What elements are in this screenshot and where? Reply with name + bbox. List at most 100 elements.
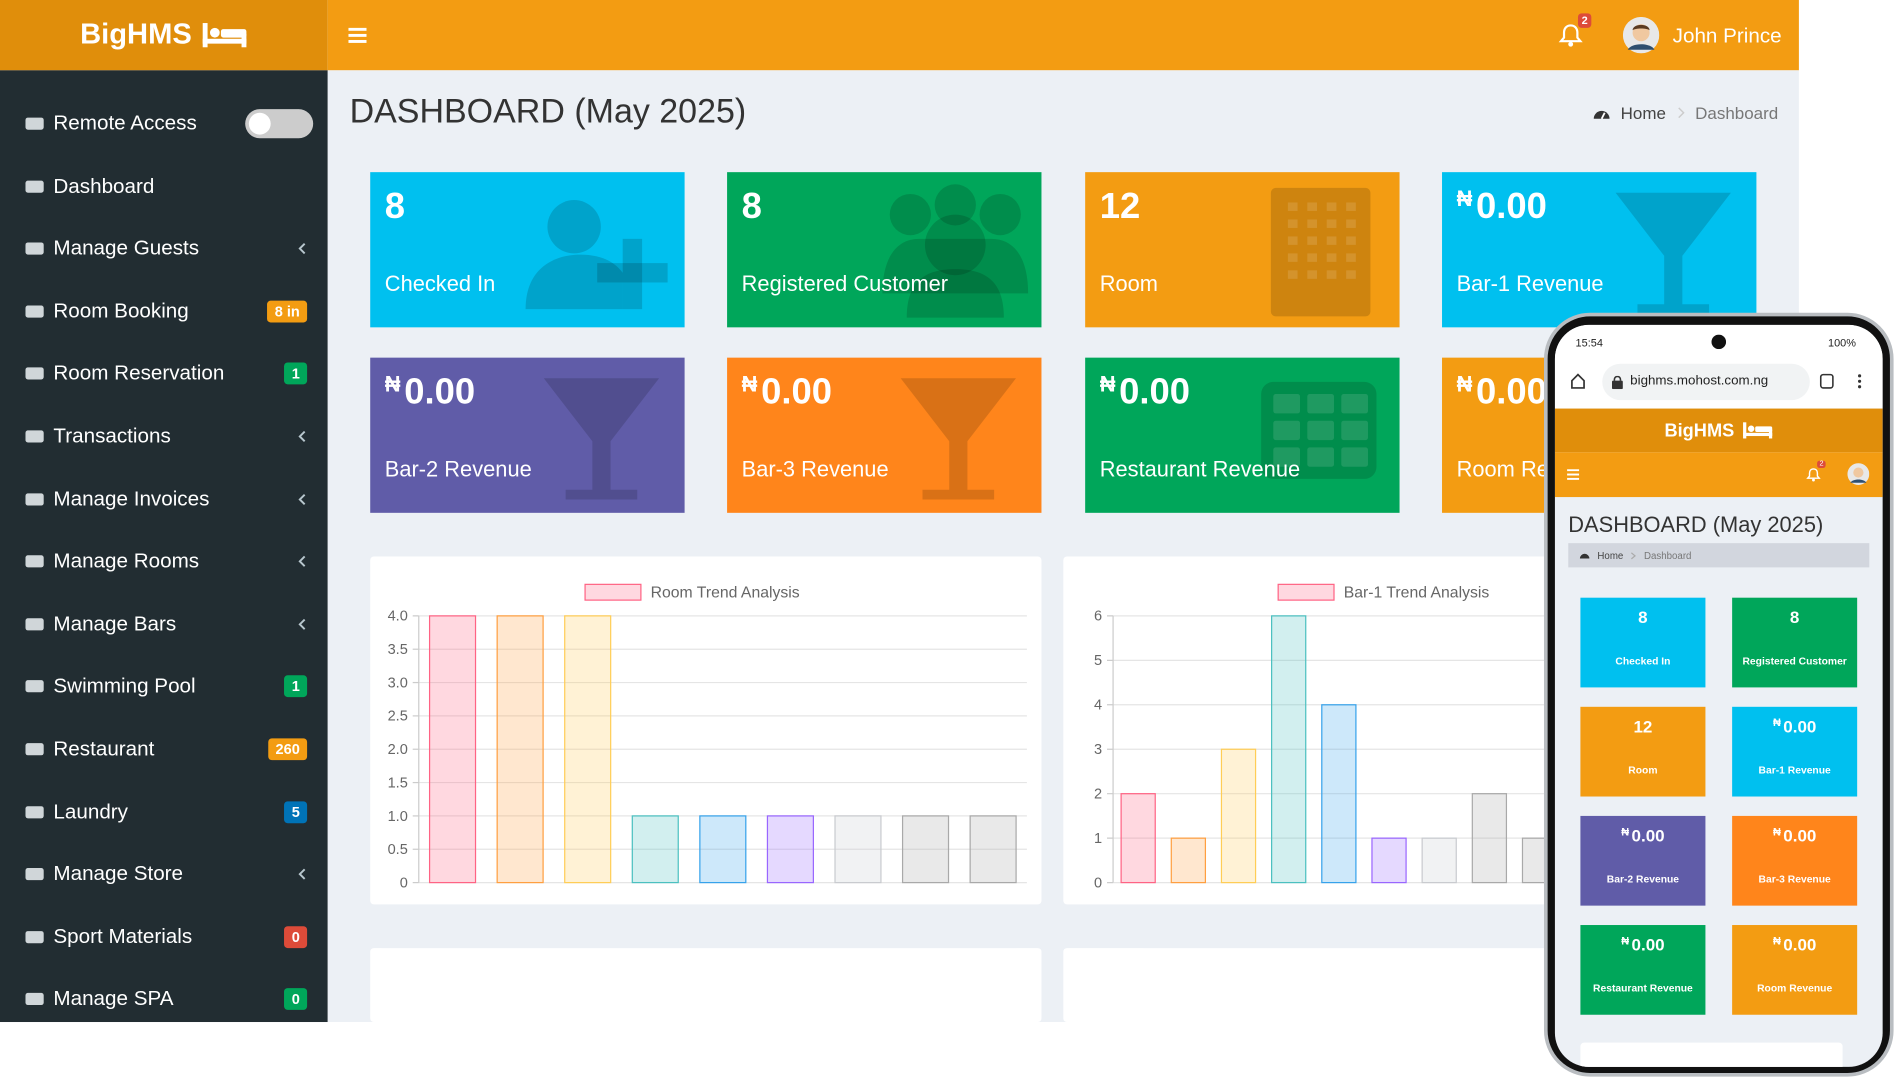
- info-box[interactable]: ₦ 0.00 Restaurant Revenue: [1580, 925, 1706, 1015]
- bar: [901, 815, 950, 884]
- sidebar-item[interactable]: Manage Bars: [24, 593, 307, 656]
- info-box-icon: [1270, 187, 1371, 317]
- sidebar-item[interactable]: Swimming Pool 1: [24, 655, 308, 718]
- info-box-label: Bar-2 Revenue: [384, 457, 532, 482]
- info-box[interactable]: 8 Registered Customer: [727, 172, 1042, 328]
- notification-bell[interactable]: [1558, 22, 1583, 49]
- info-box[interactable]: ₦ 0.00 Restaurant Revenue: [1085, 357, 1400, 513]
- icon-cell: [1307, 420, 1334, 441]
- more-button[interactable]: [1857, 373, 1862, 389]
- sidebar-item[interactable]: Room Booking 8 in: [24, 280, 308, 343]
- icon-shape: [1615, 192, 1731, 315]
- sidebar-item[interactable]: Sport Materials 0: [24, 905, 308, 968]
- value-number: 12: [1099, 186, 1141, 227]
- icon-cell: [1273, 394, 1301, 414]
- menu-icon: [25, 117, 44, 130]
- sidebar-item[interactable]: Manage Invoices: [24, 467, 307, 530]
- icon-window: [1287, 236, 1298, 245]
- y-tick-label: 3.5: [388, 642, 408, 658]
- icon-shape: [25, 680, 44, 693]
- user-name[interactable]: John Prince: [1672, 24, 1782, 48]
- icon-window: [1287, 202, 1298, 211]
- info-box-value: ₦ 0.00: [1100, 372, 1190, 413]
- bar: [1271, 615, 1307, 884]
- submenu-chevron: [298, 618, 306, 630]
- brand-logo[interactable]: BigHMS: [0, 0, 328, 71]
- submenu-chevron: [298, 556, 306, 568]
- tabs-button[interactable]: [1819, 373, 1835, 389]
- info-box[interactable]: 8 Checked In: [370, 172, 685, 328]
- user-avatar[interactable]: [1622, 16, 1660, 54]
- y-tick-label: 4: [1094, 698, 1102, 714]
- sidebar-item[interactable]: Remote Access: [24, 92, 314, 155]
- sidebar-item[interactable]: Manage Guests: [24, 217, 307, 280]
- phone-brand[interactable]: BigHMS: [1554, 408, 1883, 453]
- notification-count: 2: [1577, 13, 1592, 28]
- info-box[interactable]: 12 Room: [1580, 706, 1706, 797]
- info-box[interactable]: ₦ 0.00 Room Revenue: [1732, 925, 1858, 1015]
- menu-label: Sport Materials: [53, 924, 193, 948]
- info-box-label: Room: [1628, 763, 1658, 776]
- info-box-value: ₦ 0.00: [385, 372, 475, 413]
- menu-badge: 0: [284, 925, 308, 948]
- url-bar[interactable]: [1602, 363, 1810, 401]
- status-time: 15:54: [1575, 337, 1603, 350]
- sidebar-item[interactable]: Manage SPA 0: [24, 968, 308, 1022]
- info-box[interactable]: ₦ 0.00 Bar-1 Revenue: [1442, 172, 1757, 328]
- icon-shape: [25, 367, 44, 380]
- info-box[interactable]: ₦ 0.00 Bar-2 Revenue: [1580, 815, 1706, 906]
- icon-window: [1326, 270, 1337, 279]
- currency-sign: ₦: [1621, 934, 1630, 947]
- notification-bell[interactable]: [1806, 467, 1821, 483]
- menu-badge: 1: [284, 362, 308, 385]
- menu-icon: [25, 930, 44, 943]
- page-title: DASHBOARD (May 2025): [1568, 512, 1824, 538]
- top-navbar: 2 John Prince: [327, 0, 1799, 71]
- sidebar-item[interactable]: Manage Store: [24, 843, 307, 906]
- info-box-icon: [525, 200, 668, 310]
- icon-shape: [1270, 187, 1371, 317]
- user-avatar[interactable]: [1847, 463, 1870, 485]
- info-box-label: Restaurant Revenue: [1593, 982, 1693, 995]
- icon-window: [1346, 270, 1356, 279]
- currency-sign: ₦: [1456, 372, 1473, 397]
- menu-toggle[interactable]: [348, 27, 367, 44]
- icon-cell: [1307, 394, 1334, 414]
- icon-shape: [25, 743, 44, 756]
- breadcrumb-home[interactable]: Home: [1620, 103, 1666, 123]
- legend-swatch: [584, 583, 642, 601]
- icon-shape: [25, 618, 44, 631]
- y-tick-label: 5: [1094, 653, 1102, 669]
- menu-toggle[interactable]: [1567, 469, 1580, 480]
- breadcrumb-home[interactable]: Home: [1597, 549, 1624, 561]
- info-box[interactable]: 8 Checked In: [1580, 597, 1706, 688]
- info-box-value: 8: [385, 187, 405, 228]
- sidebar-item[interactable]: Room Reservation 1: [24, 342, 308, 405]
- icon-shape: [25, 993, 44, 1006]
- info-box[interactable]: ₦ 0.00 Bar-3 Revenue: [727, 357, 1042, 513]
- info-box[interactable]: ₦ 0.00 Bar-2 Revenue: [370, 357, 685, 513]
- info-box[interactable]: 8 Registered Customer: [1732, 597, 1858, 688]
- info-box[interactable]: ₦ 0.00 Bar-1 Revenue: [1732, 706, 1858, 797]
- home-button[interactable]: [1569, 372, 1586, 389]
- info-box[interactable]: ₦ 0.00 Bar-3 Revenue: [1732, 815, 1858, 906]
- currency-sign: ₦: [1456, 186, 1473, 211]
- menu-icon: [25, 305, 44, 318]
- info-box[interactable]: 12 Room: [1085, 172, 1400, 328]
- value-number: 0.00: [1476, 372, 1547, 413]
- sidebar-item[interactable]: Manage Rooms: [24, 530, 307, 593]
- chevron: [298, 868, 306, 880]
- sidebar-item[interactable]: Laundry 5: [24, 780, 308, 843]
- menu-label: Remote Access: [53, 111, 197, 135]
- toggle-switch[interactable]: [244, 107, 314, 141]
- legend-swatch: [1277, 583, 1335, 601]
- y-tick-label: 2.0: [388, 742, 408, 758]
- sidebar-item[interactable]: Dashboard: [24, 155, 307, 218]
- bar: [1371, 837, 1407, 884]
- dashboard-icon: [1579, 553, 1590, 559]
- sidebar-item[interactable]: Transactions: [24, 405, 307, 468]
- sidebar-item[interactable]: Restaurant 260: [24, 718, 308, 781]
- bar-chart: 0 0.5 1.0 1.5 2.0 2.5 3.0 3.5 4.0 Room Trend Anal…: [388, 583, 1027, 891]
- chevron: [298, 618, 306, 630]
